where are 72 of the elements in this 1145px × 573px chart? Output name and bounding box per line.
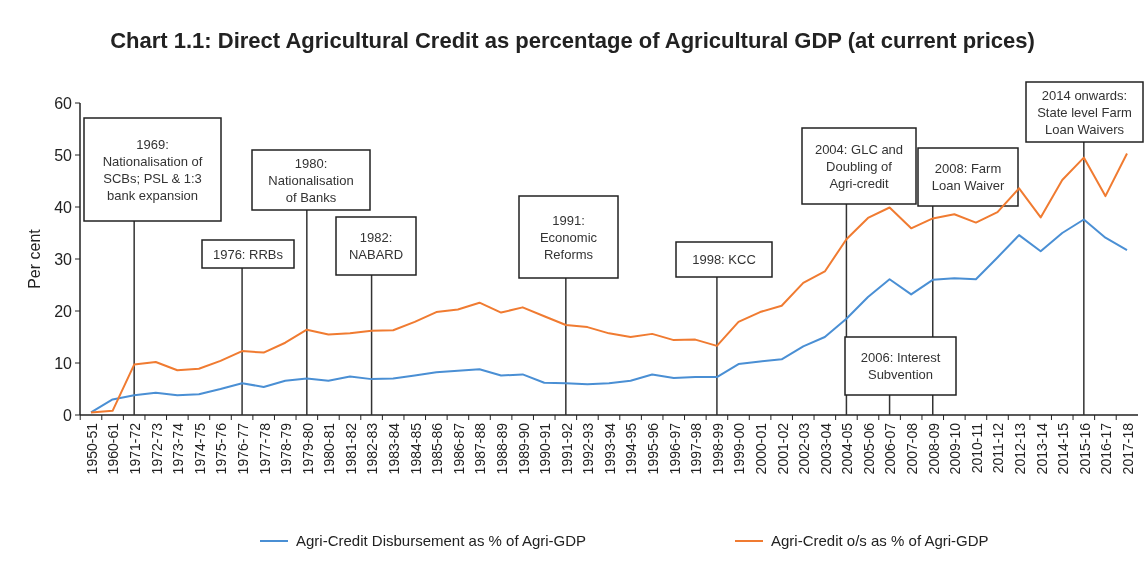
x-tick-label: 2007-08 [904, 422, 921, 475]
x-tick-label: 1991-92 [558, 422, 575, 475]
y-tick-label: 0 [63, 406, 73, 424]
x-tick-label: 1976-77 [234, 422, 251, 475]
ref-line-label: 2006: Interest Subvention [860, 350, 941, 383]
y-tick-label: 10 [54, 354, 73, 372]
x-tick-label: 2012-13 [1011, 422, 1028, 475]
x-tick-label: 2011-12 [990, 422, 1007, 474]
x-tick-label: 2009-10 [947, 422, 964, 475]
x-tick-label: 1979-80 [299, 422, 316, 475]
x-tick-label: 1971-72 [127, 422, 144, 475]
ref-line-label: 2014 onwards: State level Farm Loan Waivers [1037, 87, 1132, 137]
ref-line-label: 1998: KCC [692, 252, 756, 268]
x-tick-label: 1960-61 [105, 422, 122, 475]
ref-line-label: 1976: RRBs [212, 246, 284, 262]
x-tick-label: 1993-94 [601, 422, 618, 475]
x-tick-label: 1994-95 [623, 422, 640, 475]
x-tick-label: 1989-90 [515, 422, 532, 475]
y-tick-label: 40 [54, 198, 73, 216]
legend-label: Agri-Credit o/s as % of Agri-GDP [771, 532, 989, 550]
y-tick-label: 30 [54, 250, 73, 268]
x-tick-label: 1980-81 [321, 422, 338, 475]
ref-line-label: 1980: Nationalisation of Banks [268, 155, 354, 205]
x-tick-label: 2016-17 [1098, 422, 1115, 475]
x-tick-label: 1999-00 [731, 422, 748, 475]
x-tick-label: 1981-82 [342, 422, 359, 475]
y-tick-label: 60 [54, 94, 73, 112]
ref-line-label: 1991: Economic Reforms [539, 212, 598, 262]
ref-line-label: 2008: Farm Loan Waiver [931, 161, 1005, 194]
x-tick-label: 2003-04 [817, 422, 834, 475]
x-tick-label: 1987-88 [472, 422, 489, 475]
x-tick-label: 2005-06 [860, 422, 877, 475]
chart-title: Chart 1.1: Direct Agricultural Credit as percentage of Agricultural GDP (at current prices) [110, 28, 1035, 53]
x-tick-label: 1983-84 [386, 422, 403, 475]
line-series [90, 218, 1128, 414]
x-tick-label: 1998-99 [709, 422, 726, 475]
x-tick-label: 1992-93 [580, 422, 597, 475]
x-tick-label: 2001-02 [774, 422, 791, 475]
x-tick-label: 1972-73 [148, 422, 165, 475]
x-tick-label: 1975-76 [213, 422, 230, 475]
x-tick-label: 2004-05 [839, 422, 856, 475]
x-tick-label: 1977-78 [256, 422, 273, 475]
x-tick-label: 1974-75 [191, 422, 208, 475]
x-tick-label: 2017-18 [1119, 422, 1136, 475]
line-series [90, 152, 1128, 414]
y-tick-label: 20 [54, 302, 73, 320]
x-tick-label: 2000-01 [752, 422, 769, 475]
x-tick-label: 1984-85 [407, 422, 424, 475]
x-tick-label: 2008-09 [925, 422, 942, 475]
x-tick-label: 1990-91 [537, 422, 554, 475]
x-tick-label: 2010-11 [968, 422, 985, 474]
x-tick-label: 1996-97 [666, 422, 683, 475]
x-tick-label: 2014-15 [1055, 422, 1072, 475]
x-tick-label: 1986-87 [450, 422, 467, 475]
y-axis-title: Per cent [26, 228, 43, 289]
x-tick-label: 1988-89 [493, 422, 510, 475]
x-tick-label: 2006-07 [882, 422, 899, 475]
y-tick-label: 50 [54, 146, 73, 164]
x-tick-label: 1973-74 [170, 422, 187, 475]
x-tick-label: 1978-79 [278, 422, 295, 475]
x-tick-label: 2015-16 [1076, 422, 1093, 475]
ref-line-label: 2004: GLC and Doubling of Agri-credit [814, 141, 904, 191]
ref-line-label: 1969: Nationalisation of SCBs; PSL & 1:3 bank expansion [102, 136, 203, 203]
x-tick-label: 1995-96 [645, 422, 662, 475]
ref-line-label: 1982: NABARD [348, 230, 404, 263]
legend-label: Agri-Credit Disbursement as % of Agri-GDP [296, 532, 587, 550]
x-tick-label: 1950-51 [83, 422, 100, 475]
x-tick-label: 1997-98 [688, 422, 705, 475]
x-tick-label: 2013-14 [1033, 422, 1050, 475]
x-tick-label: 2002-03 [796, 422, 813, 475]
x-tick-label: 1985-86 [429, 422, 446, 475]
x-tick-label: 1982-83 [364, 422, 381, 475]
